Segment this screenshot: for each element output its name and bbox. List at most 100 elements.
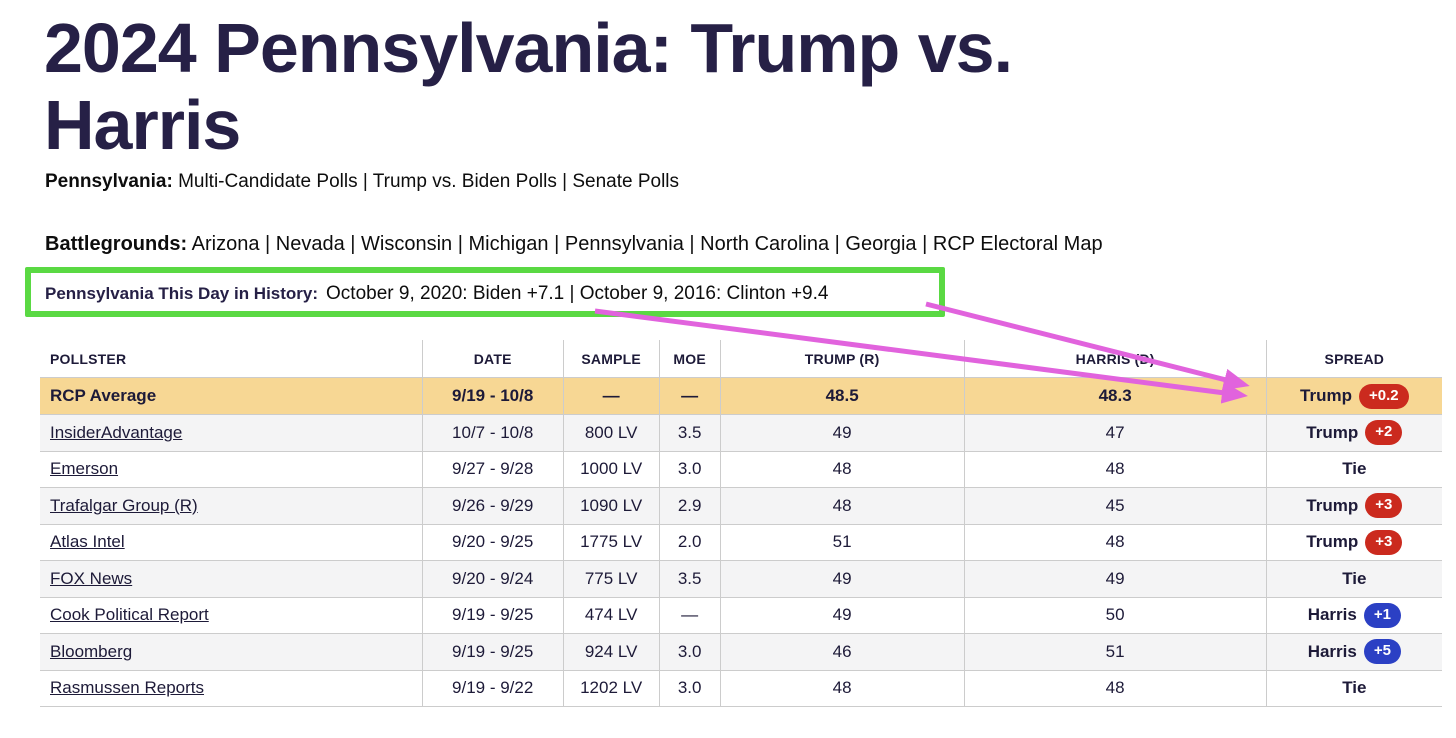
sample-cell: 1202 LV [564, 670, 660, 706]
table-row: Rasmussen Reports 9/19 - 9/22 1202 LV 3.… [40, 670, 1442, 707]
text-link[interactable]: Arizona [191, 233, 260, 255]
pollster-cell: FOX News [40, 561, 423, 597]
trump-value-cell: 48 [721, 670, 965, 706]
history-highlight-box: Pennsylvania This Day in History: Octobe… [25, 267, 945, 317]
column-header-harris: HARRIS (D) [965, 340, 1267, 377]
table-header-row: POLLSTER DATE SAMPLE MOE TRUMP (R) HARRI… [40, 340, 1442, 378]
harris-value-cell: 48 [965, 670, 1267, 706]
spread-cell: Tie [1267, 561, 1442, 597]
date-cell: 10/7 - 10/8 [423, 415, 564, 451]
pollster-link[interactable]: Rasmussen Reports [50, 678, 205, 698]
moe-cell: 3.0 [660, 670, 721, 706]
column-header-spread: SPREAD [1324, 350, 1385, 367]
harris-value-cell: 48 [965, 451, 1267, 487]
moe-cell: 2.9 [660, 488, 721, 524]
table-row: Atlas Intel 9/20 - 9/25 1775 LV 2.0 51 4… [40, 524, 1442, 561]
text-link[interactable]: Multi-Candidate Polls [178, 171, 358, 192]
subnav-links: Multi-Candidate Polls | Trump vs. Biden … [178, 171, 680, 192]
pollster-link[interactable]: Bloomberg [50, 641, 133, 661]
text-link[interactable]: RCP Electoral Map [932, 233, 1103, 255]
pollster-link[interactable]: InsiderAdvantage [50, 422, 183, 442]
text-link[interactable]: Senate Polls [572, 171, 680, 192]
state-subnav: Pennsylvania: Multi-Candidate Polls | Tr… [45, 171, 679, 193]
trump-value-cell: 46 [721, 634, 965, 670]
harris-value-cell: 51 [965, 634, 1267, 670]
pollster-link[interactable]: FOX News [50, 568, 133, 588]
harris-value-cell: 50 [965, 597, 1267, 633]
text-link[interactable]: Michigan [468, 233, 549, 255]
pollster-cell: Rasmussen Reports [40, 670, 423, 706]
trump-value-cell: 49 [721, 561, 965, 597]
date-cell: 9/19 - 9/25 [423, 597, 564, 633]
pollster-link[interactable]: Atlas Intel [50, 532, 125, 552]
column-header-sample: SAMPLE [564, 340, 660, 377]
text-link[interactable]: Pennsylvania [564, 233, 684, 255]
harris-value-cell: 45 [965, 488, 1267, 524]
page-title: 2024 Pennsylvania: Trump vs. Harris [44, 9, 1013, 164]
text-link[interactable]: Trump vs. Biden Polls [372, 171, 557, 192]
pollster-cell: InsiderAdvantage [40, 415, 423, 451]
harris-value-cell: 48 [965, 524, 1267, 560]
sample-cell: 1000 LV [564, 451, 660, 487]
moe-cell: 3.5 [660, 415, 721, 451]
spread-badge: +2 [1365, 420, 1403, 446]
spread-badge: +3 [1365, 493, 1403, 519]
average-spread-badge: +0.2 [1358, 383, 1409, 409]
moe-cell: 3.5 [660, 561, 721, 597]
pollster-link[interactable]: Cook Political Report [50, 605, 209, 625]
table-body: InsiderAdvantage 10/7 - 10/8 800 LV 3.5 … [40, 415, 1442, 707]
trump-value-cell: 48 [721, 488, 965, 524]
history-label: Pennsylvania This Day in History: [45, 284, 319, 303]
spread-winner: Trump [1306, 422, 1359, 442]
harris-value-cell: 47 [965, 415, 1267, 451]
average-sample: — [564, 378, 660, 414]
battlegrounds-nav: Battlegrounds: Arizona | Nevada | Wiscon… [45, 233, 1103, 256]
trump-value-cell: 51 [721, 524, 965, 560]
average-moe: — [660, 378, 721, 414]
spread-badge: +5 [1363, 639, 1401, 665]
average-date: 9/19 - 10/8 [423, 378, 564, 414]
spread-winner: Tie [1342, 678, 1367, 698]
history-text: October 9, 2020: Biden +7.1 | October 9,… [326, 283, 829, 304]
trump-value-cell: 49 [721, 597, 965, 633]
poll-table: POLLSTER DATE SAMPLE MOE TRUMP (R) HARRI… [40, 340, 1442, 707]
table-row: Emerson 9/27 - 9/28 1000 LV 3.0 48 48 Ti… [40, 451, 1442, 488]
sample-cell: 775 LV [564, 561, 660, 597]
spread-cell: Harris +5 [1267, 634, 1442, 670]
moe-cell: 3.0 [660, 634, 721, 670]
moe-cell: — [660, 597, 721, 633]
column-header-date: DATE [423, 340, 564, 377]
spread-winner: Harris [1307, 641, 1357, 661]
date-cell: 9/20 - 9/25 [423, 524, 564, 560]
subnav-label: Pennsylvania: [45, 171, 173, 192]
average-pollster: RCP Average [40, 378, 423, 414]
table-row: FOX News 9/20 - 9/24 775 LV 3.5 49 49 Ti… [40, 561, 1442, 598]
sample-cell: 1090 LV [564, 488, 660, 524]
text-link[interactable]: Georgia [845, 233, 917, 255]
sample-cell: 924 LV [564, 634, 660, 670]
spread-badge: +3 [1365, 529, 1403, 555]
average-trump-value: 48.5 [721, 378, 965, 414]
trump-value-cell: 49 [721, 415, 965, 451]
average-spread-cell: Trump +0.2 [1267, 378, 1442, 414]
table-row: Bloomberg 9/19 - 9/25 924 LV 3.0 46 51 H… [40, 634, 1442, 671]
pollster-link[interactable]: Emerson [50, 459, 119, 479]
text-link[interactable]: Wisconsin [361, 233, 453, 255]
battlegrounds-links: Arizona | Nevada | Wisconsin | Michigan … [191, 233, 1103, 255]
spread-winner: Trump [1306, 532, 1359, 552]
spread-winner: Tie [1342, 568, 1367, 588]
text-link[interactable]: Nevada [275, 233, 345, 255]
pollster-link[interactable]: Trafalgar Group (R) [50, 495, 198, 515]
spread-cell: Trump +3 [1267, 488, 1442, 524]
trump-value-cell: 48 [721, 451, 965, 487]
pollster-cell: Bloomberg [40, 634, 423, 670]
text-link[interactable]: North Carolina [700, 233, 830, 255]
table-row: Cook Political Report 9/19 - 9/25 474 LV… [40, 597, 1442, 634]
date-cell: 9/26 - 9/29 [423, 488, 564, 524]
spread-badge: +1 [1363, 602, 1401, 628]
spread-cell: Trump +2 [1267, 415, 1442, 451]
rcp-average-row: RCP Average 9/19 - 10/8 — — 48.5 48.3 Tr… [40, 378, 1442, 415]
moe-cell: 3.0 [660, 451, 721, 487]
date-cell: 9/20 - 9/24 [423, 561, 564, 597]
